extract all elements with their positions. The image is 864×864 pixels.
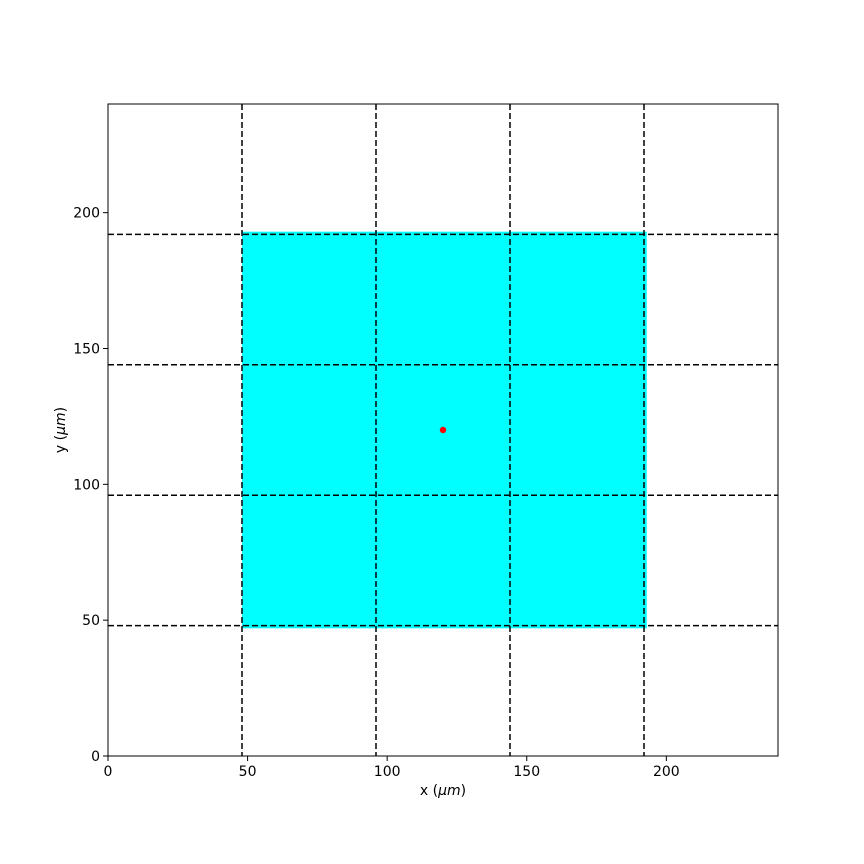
y-tick-label: 200 <box>73 206 100 222</box>
y-tick-label: 100 <box>73 477 100 493</box>
x-axis-label-unit: μm <box>437 783 461 799</box>
x-tick-label: 0 <box>104 764 113 780</box>
x-tick-label: 50 <box>239 764 257 780</box>
plot-area <box>108 104 778 756</box>
y-axis-label-prefix: y ( <box>53 435 69 453</box>
axes-frame <box>107 103 779 757</box>
x-axis-label: x (μm) <box>420 783 466 799</box>
y-tick-label: 0 <box>91 749 100 765</box>
x-axis-label-suffix: ) <box>461 783 466 799</box>
x-tick-label: 100 <box>374 764 401 780</box>
y-axis-label-suffix: ) <box>53 407 69 412</box>
x-tick-label: 150 <box>513 764 540 780</box>
y-axis-label-unit: μm <box>53 412 69 436</box>
x-tick-label: 200 <box>653 764 680 780</box>
tick-labels: 0 50 100 150 200 0 50 100 150 200 <box>73 206 679 780</box>
data-point <box>439 426 447 434</box>
tick-marks <box>103 212 667 761</box>
y-tick-label: 50 <box>82 613 100 629</box>
x-axis-label-prefix: x ( <box>420 783 438 799</box>
y-axis-label: y (μm) <box>53 407 69 453</box>
y-tick-label: 150 <box>73 342 100 358</box>
